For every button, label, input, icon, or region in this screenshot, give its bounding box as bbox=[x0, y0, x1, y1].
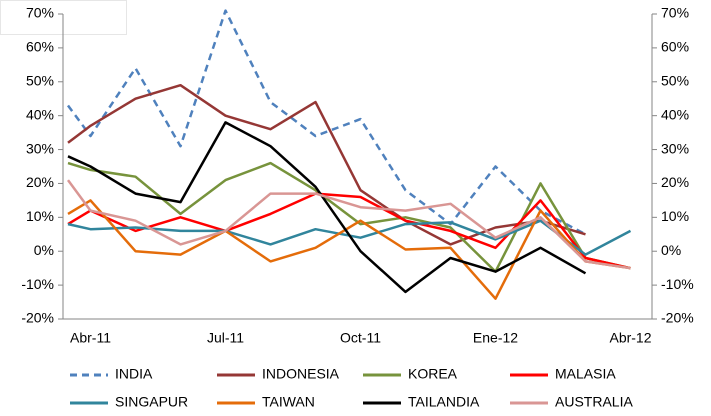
y-tick-label: -10% bbox=[21, 276, 54, 292]
y2-tick-label: 50% bbox=[661, 72, 689, 88]
legend-label: SINGAPUR bbox=[115, 394, 188, 410]
legend-label: MALASIA bbox=[555, 366, 616, 382]
y2-tick-label: 0% bbox=[661, 242, 681, 258]
legend-label: INDIA bbox=[115, 366, 153, 382]
y-tick-label: 40% bbox=[26, 106, 54, 122]
y2-tick-label: 30% bbox=[661, 140, 689, 156]
x-tick-label: Abr-11 bbox=[70, 330, 111, 346]
legend-label: KOREA bbox=[408, 366, 458, 382]
series-line bbox=[67, 83, 586, 246]
y-tick-label: 30% bbox=[26, 140, 54, 156]
series-line bbox=[66, 179, 631, 270]
y-tick-label: 50% bbox=[26, 72, 54, 88]
y2-tick-label: -10% bbox=[661, 276, 694, 292]
legend-label: TAILANDIA bbox=[408, 394, 480, 410]
y-tick-label: 10% bbox=[26, 208, 54, 224]
x-tick-label: Ene-12 bbox=[473, 330, 518, 346]
y-tick-label: 60% bbox=[26, 39, 54, 55]
legend-label: TAIWAN bbox=[262, 394, 315, 410]
series-line bbox=[67, 161, 631, 273]
legend-label: INDONESIA bbox=[262, 366, 340, 382]
x-tick-label: Jul-11 bbox=[207, 330, 244, 346]
y-tick-label: -20% bbox=[21, 310, 54, 326]
y-tick-label: 0% bbox=[34, 242, 54, 258]
series-line bbox=[67, 199, 631, 300]
series-line bbox=[67, 121, 587, 294]
y2-tick-label: 20% bbox=[661, 174, 689, 190]
y2-tick-label: 40% bbox=[661, 106, 689, 122]
y2-tick-label: 60% bbox=[661, 39, 689, 55]
x-tick-label: Abr-12 bbox=[609, 330, 651, 346]
y-tick-label: 70% bbox=[26, 5, 54, 21]
y2-tick-label: 70% bbox=[661, 5, 689, 21]
series-line bbox=[66, 9, 587, 236]
y2-tick-label: 10% bbox=[661, 208, 689, 224]
y-tick-label: 20% bbox=[26, 174, 54, 190]
y2-tick-label: -20% bbox=[661, 310, 694, 326]
legend-label: AUSTRALIA bbox=[555, 394, 633, 410]
x-tick-label: Oct-11 bbox=[340, 330, 381, 346]
